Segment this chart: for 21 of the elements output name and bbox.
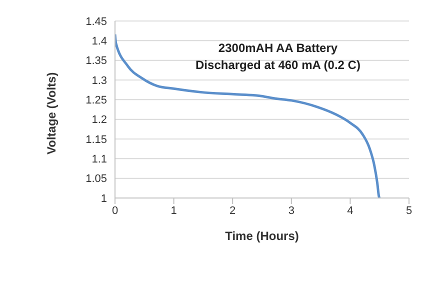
y-tick-label: 1.25 [86,94,107,107]
text: Discharged at 460 mA (0.2 C) [194,57,362,74]
y-tick-label: 1 [100,192,107,205]
text: 2300mAH AA Battery [217,40,339,57]
y-tick-label: 1.35 [86,55,107,68]
x-tick-label: 5 [406,204,412,217]
x-tick-label: 3 [288,204,294,217]
y-tick-label: 1.45 [86,16,107,28]
y-tick-label: 1.4 [92,36,107,48]
line-series [115,33,381,198]
y-axis-title: Voltage (Volts) [44,72,58,154]
y-tick-label: 1.15 [86,134,107,146]
x-axis-title: Time (Hours) [225,229,299,243]
x-tick-label: 4 [347,204,354,217]
y-tick-label: 1.05 [86,173,107,186]
y-tick-label: 1.3 [92,74,107,87]
y-tick-label: 1.1 [92,154,107,166]
x-tick-label: 1 [170,204,177,217]
x-tick-label: 0 [112,204,118,217]
y-tick-label: 1.2 [92,114,107,126]
x-tick-label: 2 [230,204,236,217]
